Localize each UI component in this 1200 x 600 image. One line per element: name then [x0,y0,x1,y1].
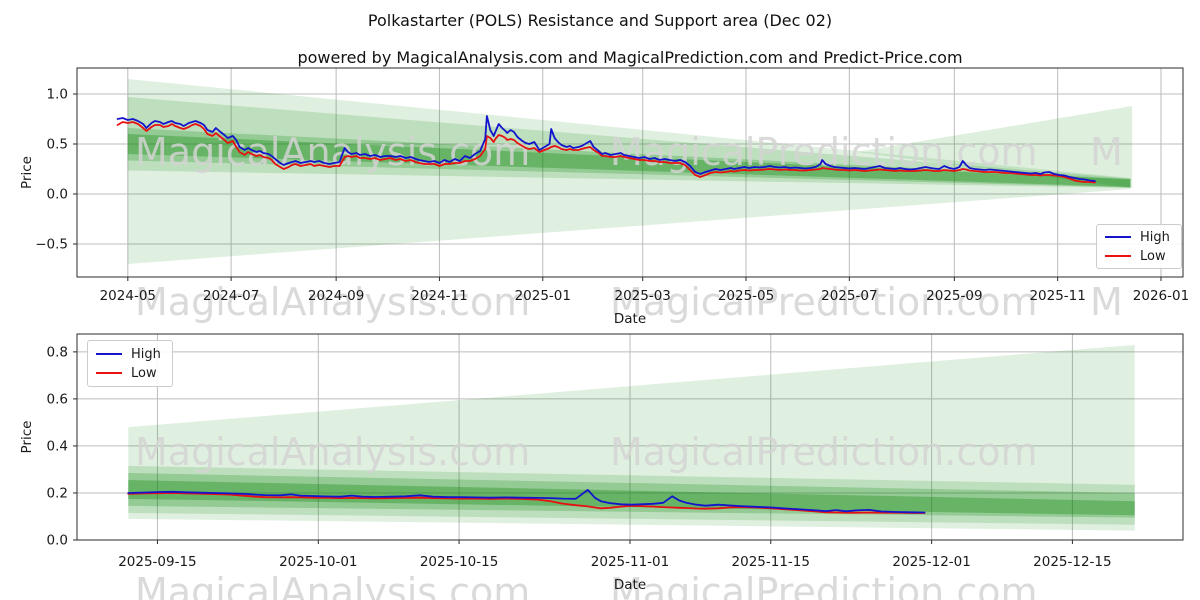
legend-item-high: High [1105,231,1171,244]
y-tick-label: 0.8 [47,344,68,360]
x-tick-label: 2025-09-15 [118,554,196,570]
support-resistance-band [127,79,1131,264]
support-resistance-band [127,134,1131,187]
low-line-sample [96,372,122,374]
y-tick-label: 0.4 [47,438,68,454]
x-tick-label: 2025-11-01 [591,554,669,570]
x-tick-label: 2025-12-01 [892,554,970,570]
y-tick-label: 0.0 [47,187,68,203]
watermark-text: MagicalPrediction.com [610,280,1038,324]
support-resistance-band [128,480,1135,516]
watermark-text: MagicalPrediction.com [610,570,1038,600]
watermark-text: M [1090,130,1123,174]
support-resistance-band [128,472,1135,518]
support-resistance-band [856,106,1133,188]
y-tick-label: 0.6 [47,391,68,407]
watermark-text: MagicalAnalysis.com [135,130,530,174]
figure-title: Polkastarter (POLS) Resistance and Suppo… [367,11,833,30]
x-tick-label: 2025-11 [1029,288,1085,304]
legend-item-low: Low [1105,250,1171,263]
y-tick-label: −0.5 [35,237,68,253]
x-tick-label: 2025-10-15 [420,554,498,570]
low-line [116,121,1096,184]
x-tick-label: 2024-05 [100,288,156,304]
x-tick-label: 2025-01 [515,288,571,304]
support-resistance-band [128,344,1135,531]
high-line-sample [1105,236,1131,238]
x-tick-label: 2024-07 [203,288,259,304]
axes-spines-layer [73,67,1184,544]
plot-border [76,67,1184,278]
watermark-text: MagicalPrediction.com [610,130,1038,174]
x-tick-label: 2024-09 [308,288,364,304]
x-tick-label: 2024-11 [411,288,467,304]
support-resistance-band [128,465,1135,525]
x-tick-label: 2025-03 [614,288,670,304]
x-axis-label: Date [614,311,646,327]
watermark-text: MagicalAnalysis.com [135,430,530,474]
x-tick-label: 2025-10-01 [279,554,357,570]
watermark-text: MagicalPrediction.com [610,430,1038,474]
watermark-layer: MagicalAnalysis.com MagicalPrediction.com… [135,130,1123,600]
x-tick-label: 2025-12-15 [1033,554,1111,570]
axis-text-layer: 2024-05 2024-07 2024-09 2024-11 2025-01 2025-… [19,87,1189,594]
low-line-sample [1105,255,1131,257]
legend-label-high: High [131,346,161,362]
high-line-sample [96,353,122,355]
x-tick-label: 2026-01 [1133,288,1189,304]
legend-bottom-chart: High Low [87,340,173,387]
legend-item-high: High [96,348,162,361]
legend-top-chart: High Low [1096,224,1182,269]
legend-label-high: High [1140,229,1170,245]
high-line [116,115,1096,182]
watermark-text: M [1090,280,1123,324]
x-tick-label: 2025-07 [821,288,877,304]
watermark-text: MagicalAnalysis.com [135,570,530,600]
x-tick-label: 2025-05 [718,288,774,304]
y-tick-label: 1.0 [47,87,68,103]
high-line [127,488,926,514]
watermark-text: MagicalAnalysis.com [135,280,530,324]
y-tick-label: 0.5 [47,137,68,153]
legend-label-low: Low [1140,248,1166,264]
x-tick-label: 2025-09 [926,288,982,304]
y-tick-label: 0.2 [47,485,68,501]
y-axis-label: Price [19,421,35,454]
legend-item-low: Low [96,367,162,380]
low-line [127,492,926,514]
y-tick-label: 0.0 [47,533,68,549]
x-tick-label: 2025-11-15 [732,554,810,570]
powered-by-subtitle: powered by MagicalAnalysis.com and Magic… [297,48,963,67]
price-line-layer [116,115,1096,514]
legend-label-low: Low [131,365,157,381]
y-axis-label: Price [19,156,35,189]
x-axis-label: Date [614,577,646,593]
